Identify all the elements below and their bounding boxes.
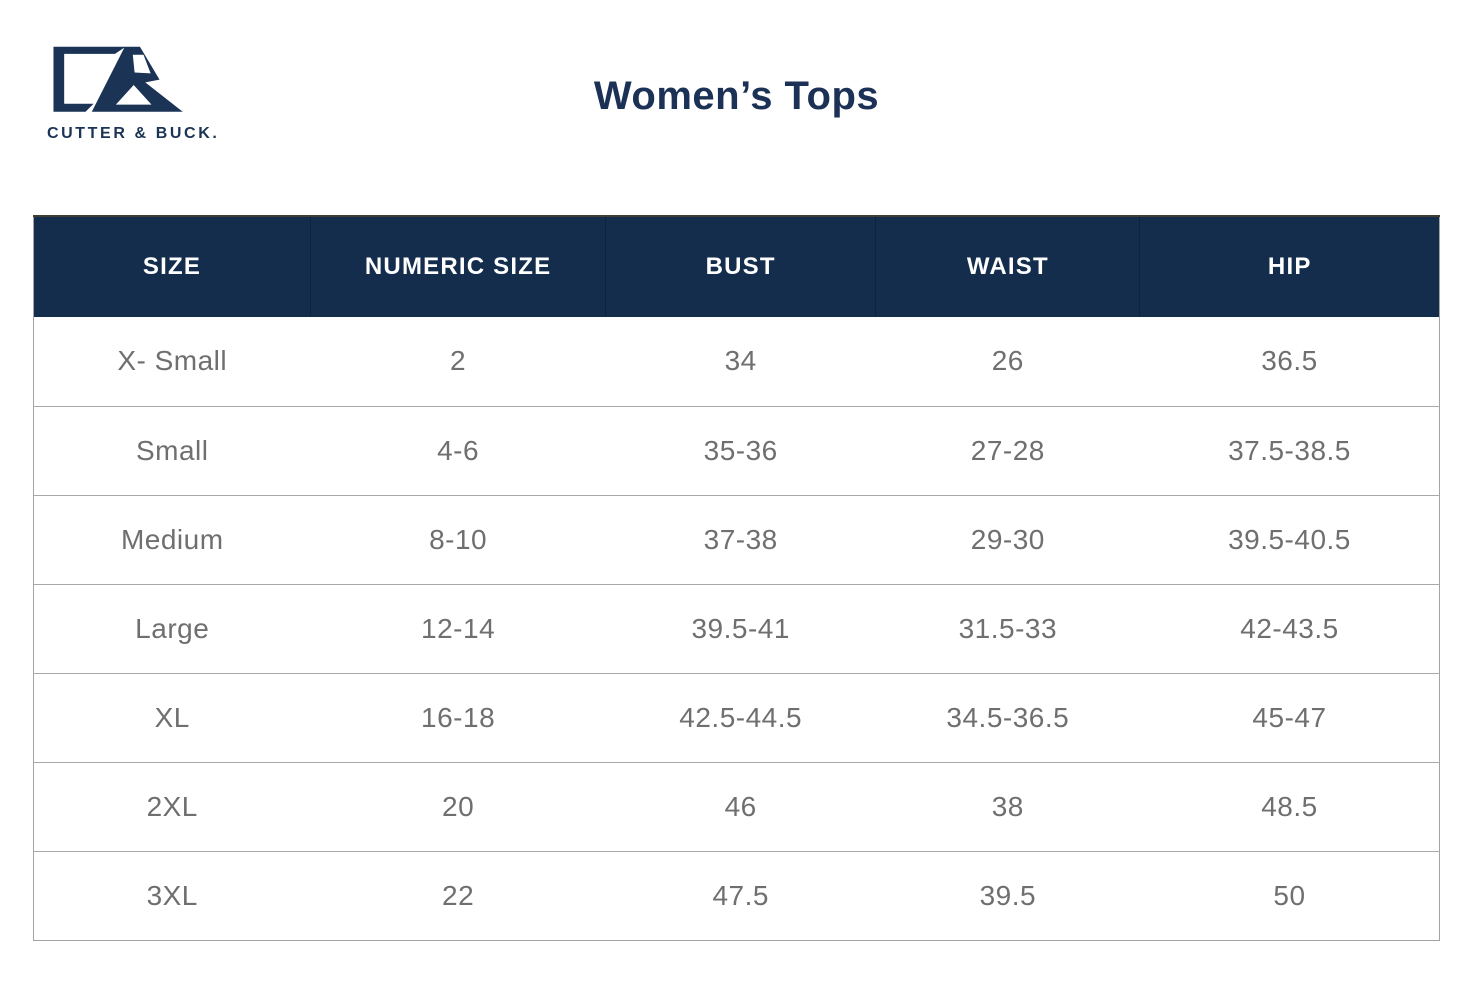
size-table-header: SIZE NUMERIC SIZE BUST WAIST HIP (33, 215, 1440, 317)
table-cell: 20 (310, 761, 606, 851)
table-row: Large 12-14 39.5-41 31.5-33 42-43.5 (33, 583, 1440, 673)
table-cell: 46 (605, 761, 876, 851)
size-table-body: X- Small 2 34 26 36.5 Small 4-6 35-36 27-28 37.5-… (33, 317, 1440, 940)
table-cell: 27-28 (875, 405, 1140, 495)
header-row: SIZE NUMERIC SIZE BUST WAIST HIP (33, 215, 1440, 317)
column-header: NUMERIC SIZE (309, 215, 606, 317)
table-cell: 3XL (33, 850, 311, 940)
table-cell: 50 (1139, 850, 1440, 940)
table-cell: 34 (605, 317, 876, 406)
table-cell: Medium (33, 494, 311, 584)
table-row: Medium 8-10 37-38 29-30 39.5-40.5 (33, 494, 1440, 584)
table-cell: Large (33, 583, 311, 673)
table-cell: 12-14 (310, 583, 606, 673)
table-cell: 16-18 (310, 672, 606, 762)
brand-logo: CUTTER & BUCK. (47, 36, 220, 143)
table-row: XL 16-18 42.5-44.5 34.5-36.5 45-47 (33, 672, 1440, 762)
table-row: 2XL 20 46 38 48.5 (33, 761, 1440, 851)
cutter-buck-monogram-icon (53, 46, 183, 112)
table-cell: 48.5 (1139, 761, 1440, 851)
table-cell: 22 (310, 850, 606, 940)
table-cell: 42-43.5 (1139, 583, 1440, 673)
table-cell: 39.5 (875, 850, 1140, 940)
table-cell: X- Small (33, 317, 311, 406)
table-cell: 8-10 (310, 494, 606, 584)
table-cell: 29-30 (875, 494, 1140, 584)
table-cell: 2XL (33, 761, 311, 851)
table-cell: 4-6 (310, 405, 606, 495)
title-container: Women’s Tops (0, 0, 1473, 119)
table-cell: 31.5-33 (875, 583, 1140, 673)
table-cell: 35-36 (605, 405, 876, 495)
table-cell: 47.5 (605, 850, 876, 940)
column-header: HIP (1139, 215, 1440, 317)
table-cell: 39.5-41 (605, 583, 876, 673)
size-chart-table: SIZE NUMERIC SIZE BUST WAIST HIP X- Small 2 34… (33, 215, 1440, 941)
table-cell: 42.5-44.5 (605, 672, 876, 762)
column-header: BUST (605, 215, 876, 317)
column-header: WAIST (875, 215, 1140, 317)
table-cell: 39.5-40.5 (1139, 494, 1440, 584)
table-row: X- Small 2 34 26 36.5 (33, 317, 1440, 406)
table-cell: 45-47 (1139, 672, 1440, 762)
column-header: SIZE (33, 215, 311, 317)
table-row: 3XL 22 47.5 39.5 50 (33, 850, 1440, 940)
table-cell: 37.5-38.5 (1139, 405, 1440, 495)
table-cell: XL (33, 672, 311, 762)
table-cell: Small (33, 405, 311, 495)
table-cell: 34.5-36.5 (875, 672, 1140, 762)
table-cell: 37-38 (605, 494, 876, 584)
table-cell: 38 (875, 761, 1140, 851)
table-cell: 36.5 (1139, 317, 1440, 406)
brand-wordmark: CUTTER & BUCK. (47, 125, 220, 142)
page-title: Women’s Tops (593, 74, 880, 118)
table-cell: 26 (875, 317, 1140, 406)
table-row: Small 4-6 35-36 27-28 37.5-38.5 (33, 405, 1440, 495)
table-cell: 2 (310, 317, 606, 406)
